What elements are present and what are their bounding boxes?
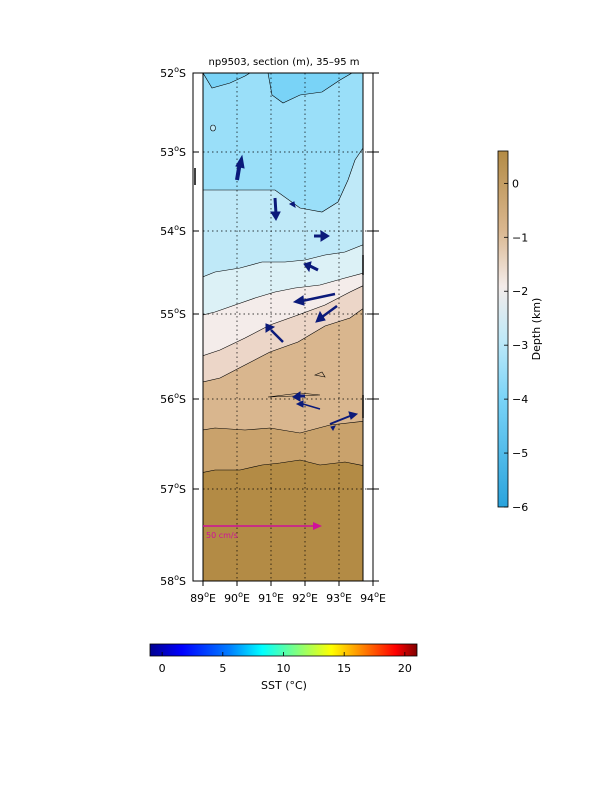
velocity-arrows [235,154,359,431]
lat-tick-label: 55oS [160,306,186,321]
velocity-arrow [309,264,319,272]
sst-colorbar: 0 5 10 15 20 SST (°C) [149,643,418,692]
velocity-arrow-head [235,154,245,169]
velocity-arrow [270,329,284,343]
velocity-arrow-head [303,261,312,273]
velocity-arrow [301,292,336,303]
lon-tick-label: 91oE [258,590,284,605]
lat-tick-label: 52oS [160,65,186,80]
depth-tick-label: −2 [512,285,528,298]
depth-band-8b [203,73,251,89]
depth-tick-label: −1 [512,231,528,244]
lon-tick-label: 90oE [224,590,250,605]
outer-frame [192,72,374,582]
latitude-labels: 52oS 53oS 54oS 55oS 56oS 57oS 58oS [160,65,186,588]
depth-tick-label: −4 [512,393,528,406]
lat-tick-label: 56oS [160,391,186,406]
lat-tick-label: 53oS [160,144,186,159]
velocity-arrow-head [348,411,359,420]
velocity-arrow [302,403,321,410]
depth-tick-label: −3 [512,339,528,352]
lat-tick-label: 57oS [160,481,186,496]
depth-colorbar-label: Depth (km) [530,298,543,361]
depth-band-7 [203,73,363,213]
sst-tick-label: 5 [219,662,226,675]
lon-tick-label: 93oE [326,590,352,605]
lon-tick-label: 94oE [360,590,386,605]
bathymetry-map [203,73,363,581]
velocity-arrow-head [288,201,296,209]
scale-arrow-label: 50 cm/s [206,531,238,540]
velocity-arrow-head [292,295,305,306]
sst-tick-label: 0 [159,662,166,675]
sst-tick-label: 10 [277,662,291,675]
velocity-arrow-head [320,230,330,242]
longitude-labels: 89oE 90oE 91oE 92oE 93oE 94oE [190,590,386,605]
sst-tick-label: 20 [398,662,412,675]
velocity-arrow-head [265,323,276,333]
velocity-arrow [321,304,338,319]
depth-band-8 [267,73,353,104]
map-title: np9503, section (m), 35–95 m [209,57,360,68]
sst-colorbar-label: SST (°C) [261,679,307,692]
scale-arrow-head [313,522,322,530]
velocity-arrow-head [292,391,301,402]
seamount-1 [210,124,216,132]
lat-tick-label: 58oS [160,573,186,588]
velocity-scale: 50 cm/s [203,522,322,540]
lat-tick-label: 54oS [160,223,186,238]
lon-tick-label: 92oE [292,590,318,605]
depth-tick-label: −6 [512,501,528,514]
depth-colorbar: 0 −1 −2 −3 −4 −5 −6 Depth (km) [497,150,543,514]
velocity-arrow-head [295,400,304,408]
velocity-arrow-head [330,425,336,431]
velocity-arrow [273,197,278,215]
sst-tick-label: 15 [337,662,351,675]
depth-tick-label: −5 [512,447,528,460]
velocity-arrow-head [270,211,281,222]
depth-colorbar-ramp [497,150,509,508]
seamount-2 [313,371,326,378]
velocity-arrow-head [315,310,326,323]
lon-tick-label: 89oE [190,590,216,605]
depth-tick-label: 0 [512,177,519,190]
graticule [193,72,379,586]
velocity-arrow [329,415,351,425]
